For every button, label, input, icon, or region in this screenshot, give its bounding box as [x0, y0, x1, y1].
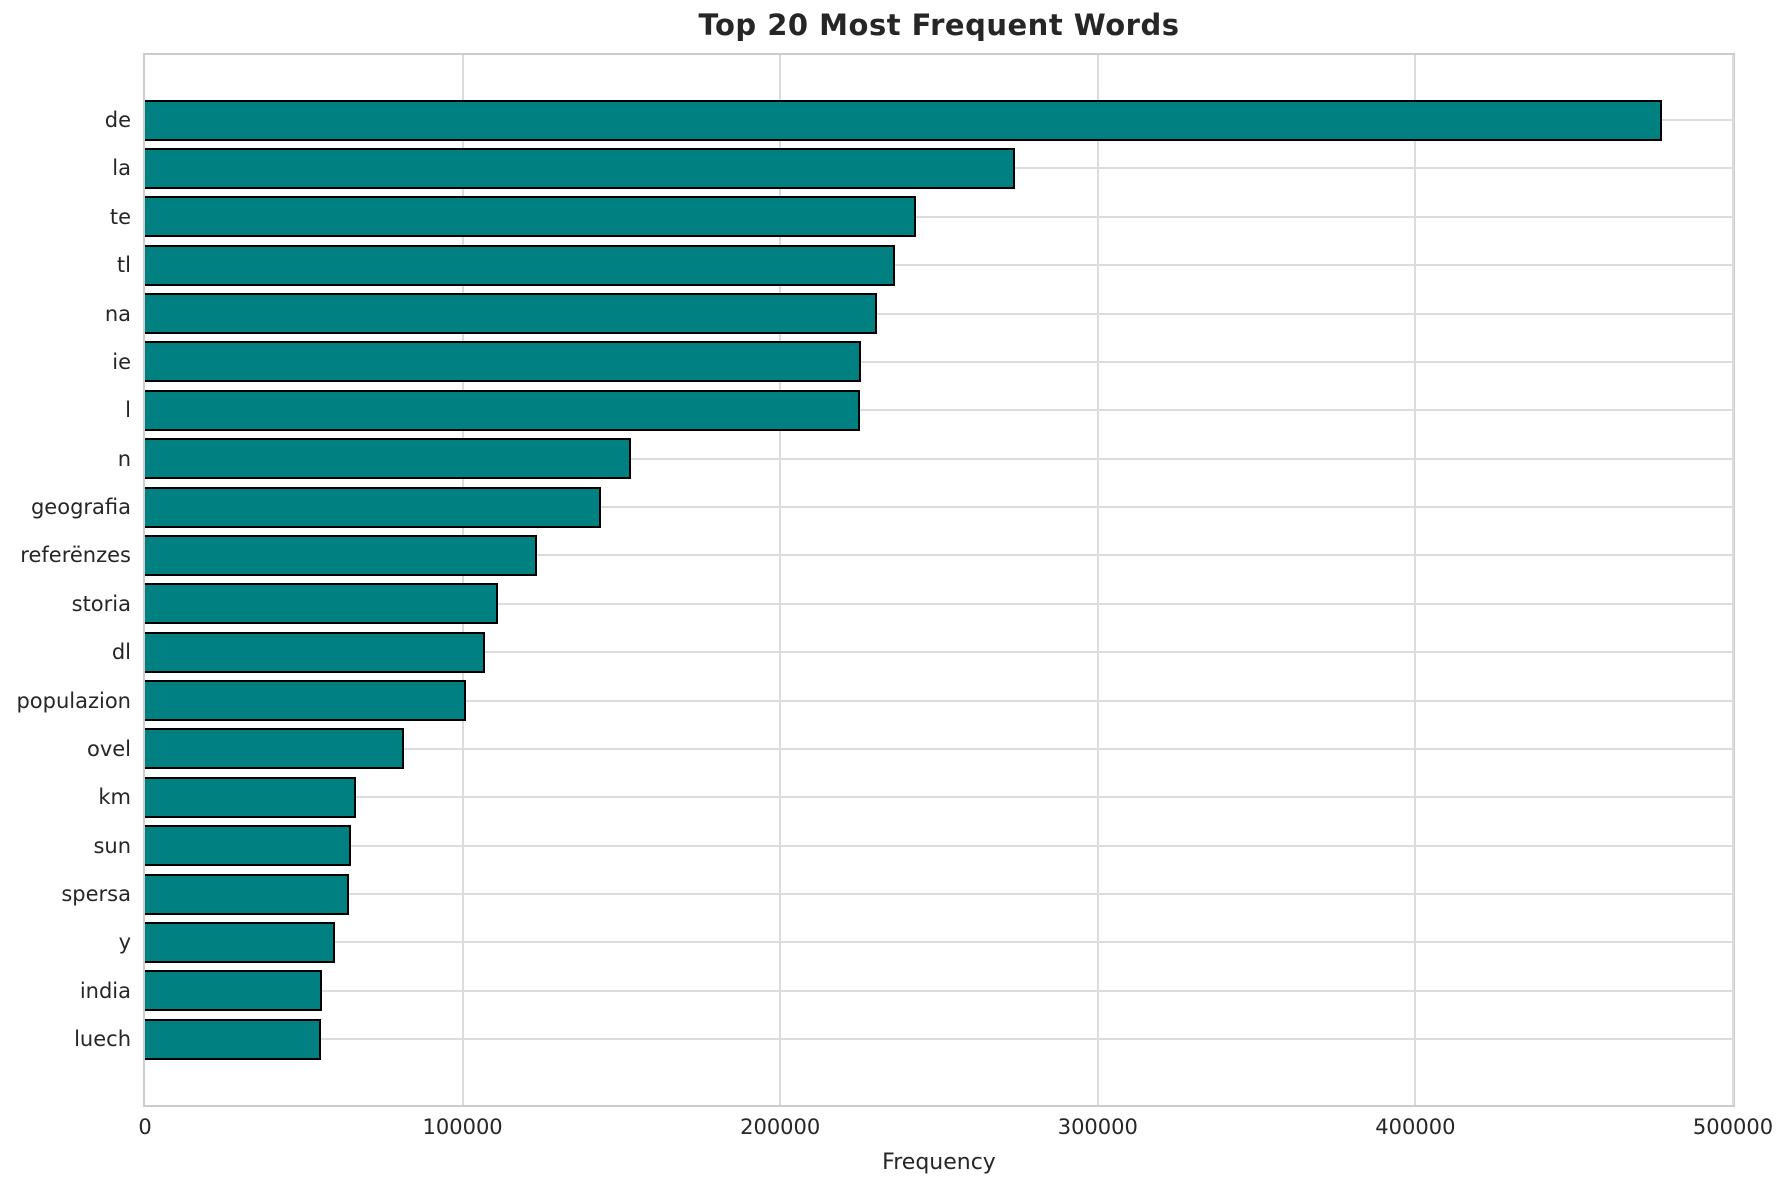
bar-te [145, 196, 916, 238]
h-gridline [145, 941, 1733, 944]
x-tick-label-200000: 200000 [740, 1115, 821, 1139]
y-tick-label-te: te [109, 204, 131, 229]
y-tick-label-india: india [79, 978, 131, 1003]
h-gridline [145, 409, 1733, 412]
v-gridline-200000 [779, 55, 782, 1105]
x-tick-label-300000: 300000 [1057, 1115, 1138, 1139]
h-gridline [145, 1038, 1733, 1041]
bar-n [145, 438, 631, 480]
y-tick-label-y: y [118, 930, 131, 955]
x-tick-label-0: 0 [138, 1115, 152, 1139]
y-tick-label-la: la [112, 156, 131, 181]
bar-tl [145, 244, 895, 286]
h-gridline [145, 506, 1733, 509]
h-gridline [145, 747, 1733, 750]
bar-km [145, 776, 356, 818]
bar-de [145, 99, 1662, 141]
h-gridline [145, 312, 1733, 315]
y-tick-label-storia: storia [71, 591, 131, 616]
plot-area [143, 53, 1735, 1107]
y-tick-label-de: de [104, 108, 131, 132]
y-tick-label-ie: ie [112, 349, 131, 374]
bar-referënzes [145, 534, 537, 576]
bar-luech [145, 1018, 321, 1060]
y-tick-label-geografia: geografia [30, 495, 131, 520]
y-tick-label-n: n [117, 446, 131, 471]
y-tick-label-luech: luech [74, 1027, 131, 1052]
x-tick-label-100000: 100000 [422, 1115, 503, 1139]
h-gridline [145, 215, 1733, 218]
bar-spersa [145, 873, 349, 915]
y-tick-label-populazion: populazion [16, 688, 131, 713]
bar-l [145, 389, 860, 431]
bar-la [145, 147, 1015, 189]
v-gridline-100000 [461, 55, 464, 1105]
y-tick-label-sun: sun [93, 833, 131, 858]
x-tick-label-400000: 400000 [1375, 1115, 1456, 1139]
bar-india [145, 970, 322, 1012]
h-gridline [145, 602, 1733, 605]
h-gridline [145, 264, 1733, 267]
bar-y [145, 921, 335, 963]
x-tick-label-500000: 500000 [1692, 1115, 1774, 1139]
h-gridline [145, 699, 1733, 702]
h-gridline [145, 796, 1733, 799]
x-axis-label: Frequency [882, 1150, 996, 1175]
h-gridline [145, 651, 1733, 654]
h-gridline [145, 360, 1733, 363]
h-gridline [145, 893, 1733, 896]
v-gridline-500000 [1732, 55, 1734, 1105]
y-tick-label-km: km [98, 785, 131, 810]
bar-populazion [145, 680, 466, 722]
bar-geografia [145, 486, 601, 528]
h-gridline [145, 989, 1733, 992]
chart-title: Top 20 Most Frequent Words [698, 8, 1180, 42]
bar-na [145, 293, 877, 335]
bar-storia [145, 583, 498, 625]
y-tick-label-spersa: spersa [61, 882, 131, 907]
h-gridline [145, 457, 1733, 460]
h-gridline [145, 844, 1733, 847]
bar-ovel [145, 728, 404, 770]
y-tick-label-referënzes: referënzes [20, 543, 131, 568]
y-tick-label-tl: tl [116, 253, 131, 278]
bar-ie [145, 341, 861, 383]
y-tick-label-dl: dl [111, 640, 131, 665]
h-gridline [145, 554, 1733, 557]
y-tick-label-ovel: ovel [86, 736, 131, 761]
v-gridline-400000 [1414, 55, 1417, 1105]
v-gridline-300000 [1096, 55, 1099, 1105]
y-tick-label-na: na [104, 301, 131, 326]
bar-sun [145, 825, 351, 867]
y-tick-label-l: l [125, 398, 131, 423]
bar-dl [145, 631, 485, 673]
